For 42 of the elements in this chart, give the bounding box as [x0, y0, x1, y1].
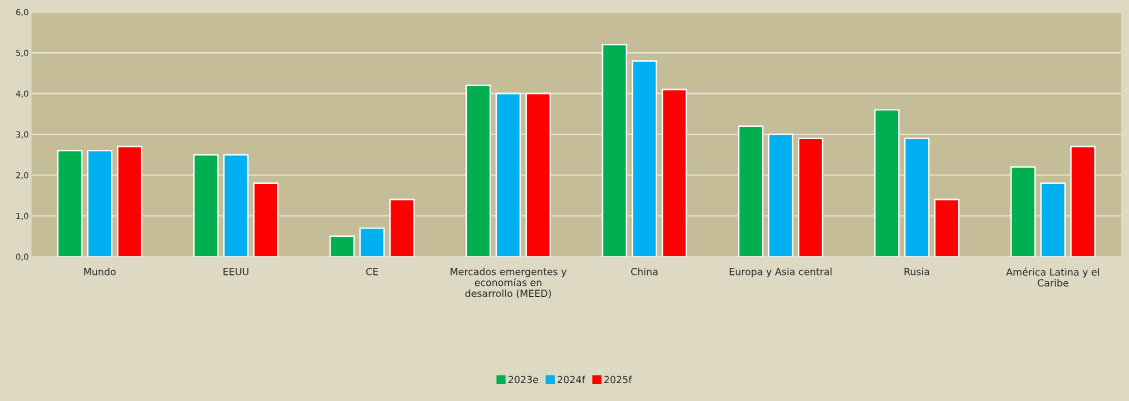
bar — [1010, 166, 1036, 257]
y-tick-label: 0,0 — [16, 253, 29, 261]
bar — [116, 145, 143, 257]
y-tick-label: 6,0 — [16, 9, 29, 17]
x-tick-label: Mercados emergentes y economías en desarrollo (MEED) — [450, 267, 567, 299]
legend-label: 2024f — [557, 375, 586, 384]
bar — [465, 84, 491, 257]
bar — [495, 92, 521, 257]
bar — [1070, 145, 1096, 257]
x-tick-label: China — [631, 267, 658, 276]
bar — [359, 227, 385, 257]
bar — [389, 198, 415, 257]
legend-label: 2023e — [508, 375, 539, 384]
bar — [934, 198, 960, 257]
x-tick-label: EEUU — [223, 268, 249, 276]
bar — [223, 154, 249, 257]
bar — [874, 109, 900, 257]
bar — [1040, 182, 1066, 257]
bar — [601, 43, 628, 257]
x-tick-label: Mundo — [84, 267, 116, 276]
x-tick-label: Europa y Asia central — [729, 267, 832, 278]
y-tick-label: 3,0 — [16, 131, 29, 139]
legend-label: 2025f — [604, 375, 633, 384]
bar — [904, 137, 930, 257]
y-tick-label: 4,0 — [15, 90, 29, 98]
y-tick-label: 1,0 — [16, 212, 29, 221]
y-tick-label: 5,0 — [16, 49, 29, 57]
bar — [57, 149, 83, 257]
bar — [87, 149, 113, 257]
bar — [661, 88, 688, 257]
bar — [631, 60, 658, 257]
bar — [737, 125, 764, 257]
bar — [525, 92, 551, 257]
bar — [329, 235, 355, 257]
x-tick-label: América Latina y el Caribe — [1006, 267, 1099, 287]
bar — [193, 154, 219, 257]
bar — [253, 182, 279, 257]
bar — [767, 133, 794, 257]
x-tick-label: CE — [366, 267, 378, 276]
y-tick-label: 2,0 — [16, 172, 29, 180]
bar — [797, 137, 824, 257]
x-tick-label: Rusia — [904, 267, 930, 276]
